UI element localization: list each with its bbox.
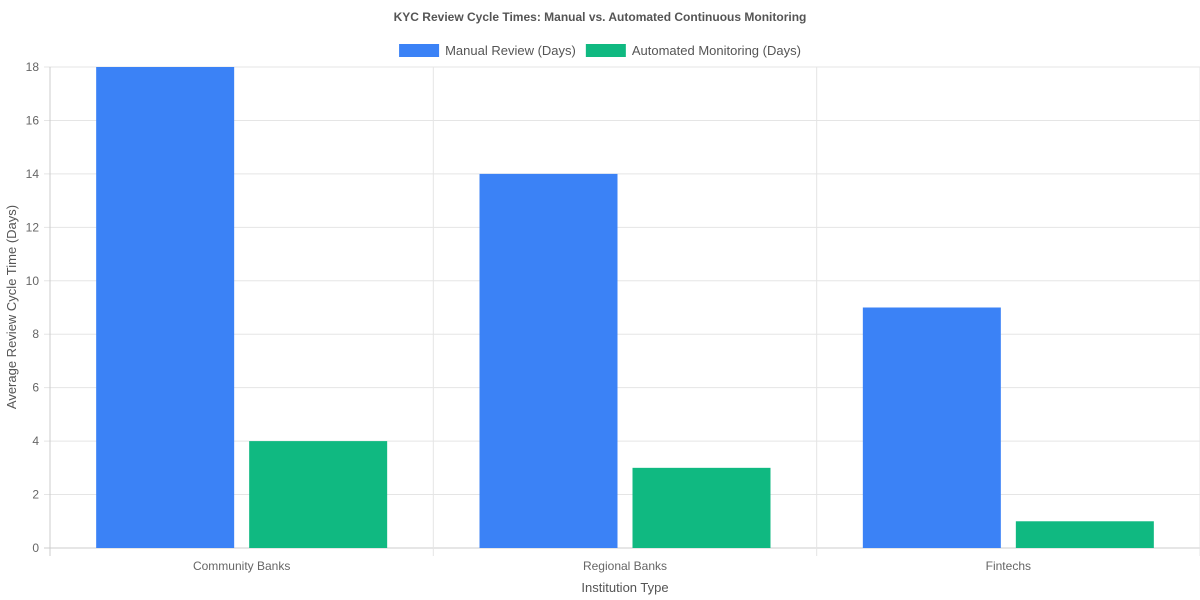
x-axis-title: Institution Type (581, 580, 668, 595)
y-tick-label: 16 (26, 113, 40, 127)
y-tick-label: 10 (26, 274, 40, 288)
bar-fintechs-series-0 (862, 307, 1001, 548)
x-tick-label: Fintechs (986, 559, 1031, 573)
y-tick-label: 8 (32, 327, 39, 341)
grid (44, 66, 1200, 556)
bars (96, 67, 1154, 548)
y-tick-label: 4 (32, 434, 39, 448)
y-tick-label: 2 (32, 488, 39, 502)
y-tick-labels: 0 2 4 6 8 10 12 14 16 18 (26, 60, 40, 555)
legend-label-0: Manual Review (Days) (445, 43, 576, 58)
chart-title: KYC Review Cycle Times: Manual vs. Autom… (394, 10, 807, 24)
legend-swatch-1 (585, 44, 626, 57)
bar-community-banks-series-0 (96, 67, 235, 548)
y-tick-label: 14 (26, 167, 40, 181)
legend-swatch-0 (399, 44, 440, 57)
bar-fintechs-series-1 (1015, 521, 1154, 548)
y-tick-label: 0 (32, 541, 39, 555)
legend-label-1: Automated Monitoring (Days) (632, 43, 801, 58)
x-tick-labels: Community Banks Regional Banks Fintechs (193, 559, 1031, 573)
y-tick-label: 6 (32, 381, 39, 395)
y-tick-label: 12 (26, 220, 40, 234)
x-tick-label: Community Banks (193, 559, 290, 573)
bar-regional-banks-series-0 (479, 173, 618, 548)
y-axis-title: Average Review Cycle Time (Days) (4, 205, 19, 409)
x-tick-label: Regional Banks (583, 559, 667, 573)
bar-regional-banks-series-1 (632, 467, 771, 548)
y-tick-label: 18 (26, 60, 40, 74)
legend: Manual Review (Days) Automated Monitoring… (399, 43, 801, 58)
bar-community-banks-series-1 (249, 441, 388, 548)
